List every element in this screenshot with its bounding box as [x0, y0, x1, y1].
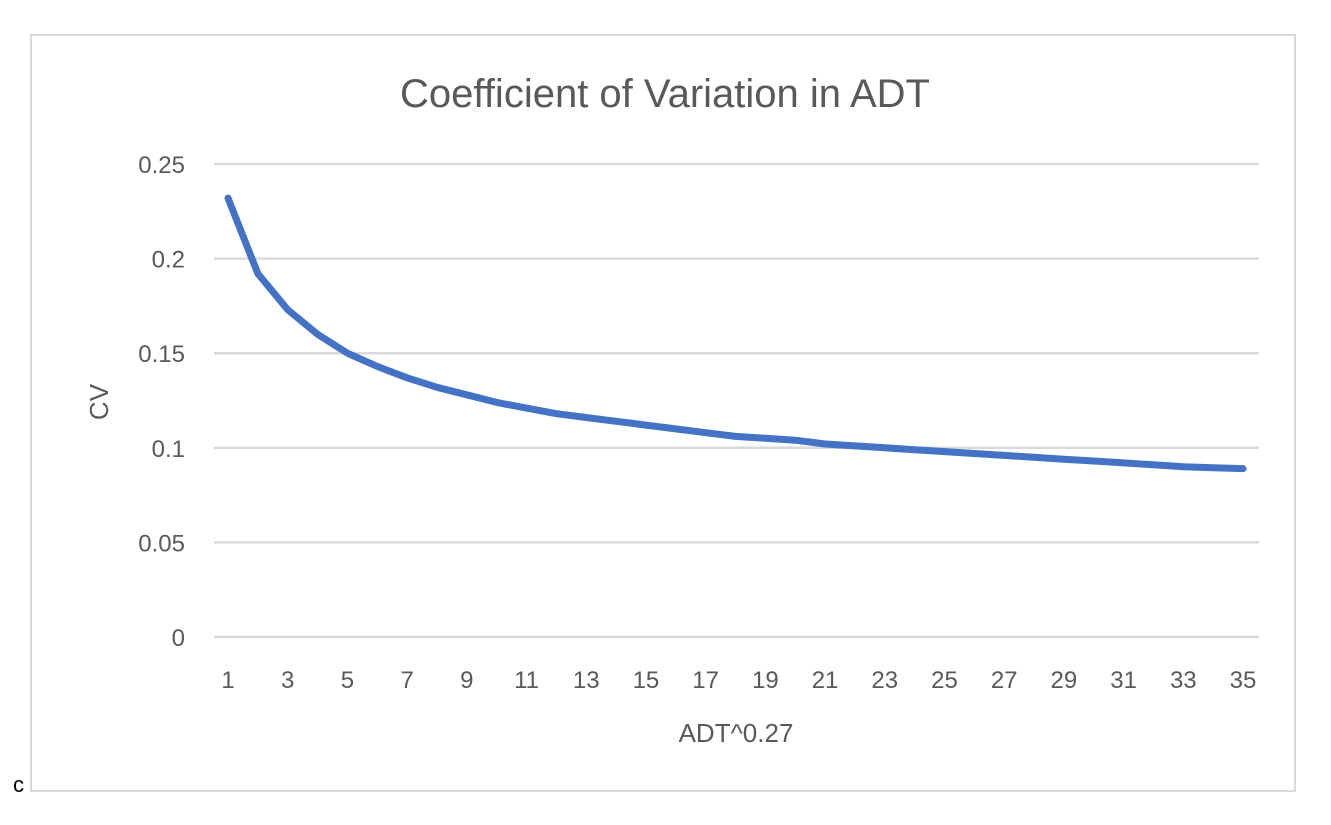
x-tick-label: 33 — [1170, 667, 1197, 694]
x-tick-label: 9 — [460, 667, 473, 694]
x-tick-labels: 1 3 5 7 9 11 13 15 17 19 21 23 25 27 29 31 33 35 — [221, 667, 1256, 694]
y-tick-label: 0 — [172, 625, 185, 652]
x-tick-label: 29 — [1051, 667, 1078, 694]
x-axis-label: ADT^0.27 — [679, 718, 794, 748]
x-tick-label: 13 — [573, 667, 600, 694]
x-tick-label: 3 — [281, 667, 294, 694]
series-layer — [224, 194, 1247, 473]
y-tick-labels: 0 0.05 0.1 0.15 0.2 0.25 — [138, 152, 185, 652]
x-tick-label: 27 — [991, 667, 1018, 694]
y-axis-label: CV — [84, 383, 114, 420]
chart-svg: Coefficient of Variation in ADT 0 0.05 0.1… — [84, 72, 1259, 748]
x-tick-label: 17 — [692, 667, 719, 694]
chart-frame: Coefficient of Variation in ADT 0 0.05 0.1… — [30, 34, 1296, 792]
x-tick-label: 15 — [633, 667, 660, 694]
grid-layer — [214, 162, 1259, 639]
corner-label: c — [13, 772, 24, 797]
x-tick-label: 23 — [871, 667, 898, 694]
x-tick-label: 11 — [514, 667, 539, 694]
y-tick-label: 0.25 — [138, 152, 185, 179]
x-tick-label: 21 — [812, 667, 839, 694]
x-tick-label: 1 — [221, 667, 234, 694]
y-tick-label: 0.1 — [152, 436, 185, 463]
x-tick-label: 25 — [931, 667, 958, 694]
x-tick-label: 31 — [1110, 667, 1137, 694]
x-tick-label: 5 — [341, 667, 354, 694]
y-tick-label: 0.2 — [152, 247, 185, 274]
series-line — [224, 194, 1247, 473]
x-tick-label: 35 — [1230, 667, 1257, 694]
chart-title: Coefficient of Variation in ADT — [400, 72, 930, 116]
y-tick-label: 0.05 — [138, 530, 185, 557]
y-tick-label: 0.15 — [138, 341, 185, 368]
x-tick-label: 7 — [400, 667, 413, 694]
x-tick-label: 19 — [752, 667, 779, 694]
